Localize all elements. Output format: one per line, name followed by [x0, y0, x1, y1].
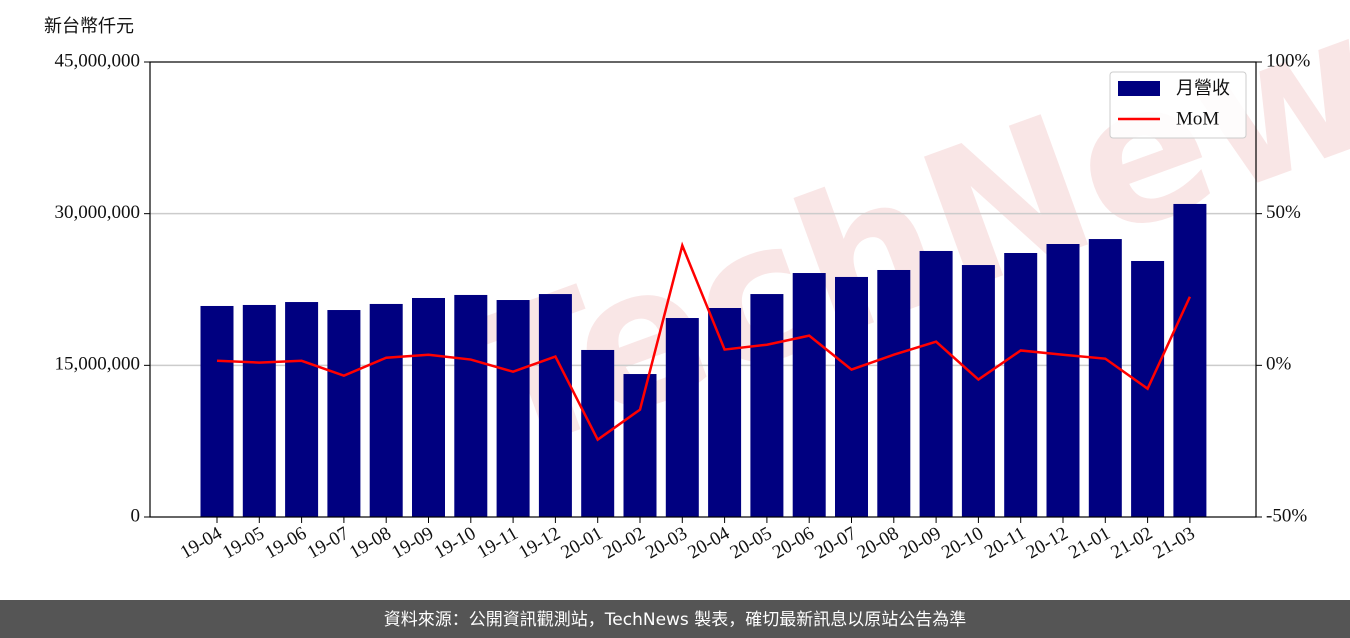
bar — [285, 302, 319, 517]
x-tick-label: 20-11 — [981, 523, 1029, 563]
bar — [242, 304, 276, 517]
y-tick-label: 15,000,000 — [55, 354, 141, 375]
x-tick-label: 19-06 — [261, 523, 310, 563]
y-tick-label: 30,000,000 — [55, 202, 141, 223]
footer-bar — [0, 600, 1350, 638]
bar — [1173, 203, 1207, 517]
plot-frame — [149, 61, 1257, 518]
x-tick-label: 20-01 — [557, 523, 606, 563]
bar — [665, 318, 699, 517]
bar — [877, 269, 911, 517]
x-tick-label: 19-07 — [304, 523, 353, 563]
bar — [919, 250, 953, 517]
legend-swatch — [1118, 81, 1160, 96]
x-tick-label: 20-09 — [896, 523, 945, 563]
y2-tick-label: 0% — [1266, 354, 1292, 375]
bar — [792, 273, 826, 517]
x-tick-label: 19-08 — [346, 523, 395, 563]
bar — [1088, 239, 1122, 517]
bar — [454, 294, 488, 517]
y2-tick-label: 100% — [1266, 50, 1311, 71]
x-tick-label: 20-07 — [811, 523, 860, 563]
legend-label: MoM — [1176, 108, 1219, 129]
x-tick-label: 19-12 — [515, 523, 564, 563]
x-tick-label: 19-09 — [388, 523, 437, 563]
y-tick-label: 0 — [131, 505, 141, 526]
x-tick-label: 20-03 — [642, 523, 691, 563]
x-tick-label: 19-04 — [177, 523, 226, 564]
bar — [623, 374, 657, 517]
x-tick-label: 21-03 — [1150, 523, 1199, 563]
bar — [581, 349, 615, 517]
x-tick-label: 20-06 — [769, 523, 818, 563]
bar — [496, 300, 530, 517]
x-tick-label: 21-02 — [1107, 523, 1156, 563]
bar — [412, 297, 445, 517]
bar — [708, 308, 742, 517]
bar — [327, 310, 361, 517]
x-tick-label: 20-05 — [727, 523, 776, 563]
bar — [835, 276, 868, 517]
y2-tick-label: -50% — [1266, 505, 1307, 526]
x-tick-label: 20-08 — [854, 523, 903, 563]
legend-label: 月營收 — [1176, 78, 1230, 99]
bar — [200, 305, 234, 517]
x-tick-label: 19-10 — [431, 523, 480, 563]
footer: 資料來源：公開資訊觀測站，TechNews 製表，確切最新訊息以原站公告為準 — [384, 610, 966, 630]
x-tick-label: 19-11 — [473, 523, 521, 563]
mom-line — [216, 241, 1192, 442]
x-tick-label: 20-10 — [938, 523, 987, 563]
bar — [750, 294, 784, 517]
bar — [538, 294, 572, 517]
y2-tick-label: 50% — [1266, 202, 1301, 223]
y-tick-label: 45,000,000 — [55, 50, 141, 71]
x-tick-label: 20-12 — [1023, 523, 1072, 563]
y-axis-label: 新台幣仟元 — [44, 16, 134, 37]
x-tick-label: 20-02 — [600, 523, 649, 563]
bar — [369, 303, 403, 517]
x-tick-label: 19-05 — [219, 523, 268, 563]
bar — [1004, 252, 1038, 517]
x-tick-label: 20-04 — [684, 523, 733, 564]
bar — [1046, 244, 1080, 517]
bar — [961, 265, 995, 517]
x-tick-label: 21-01 — [1065, 523, 1114, 563]
